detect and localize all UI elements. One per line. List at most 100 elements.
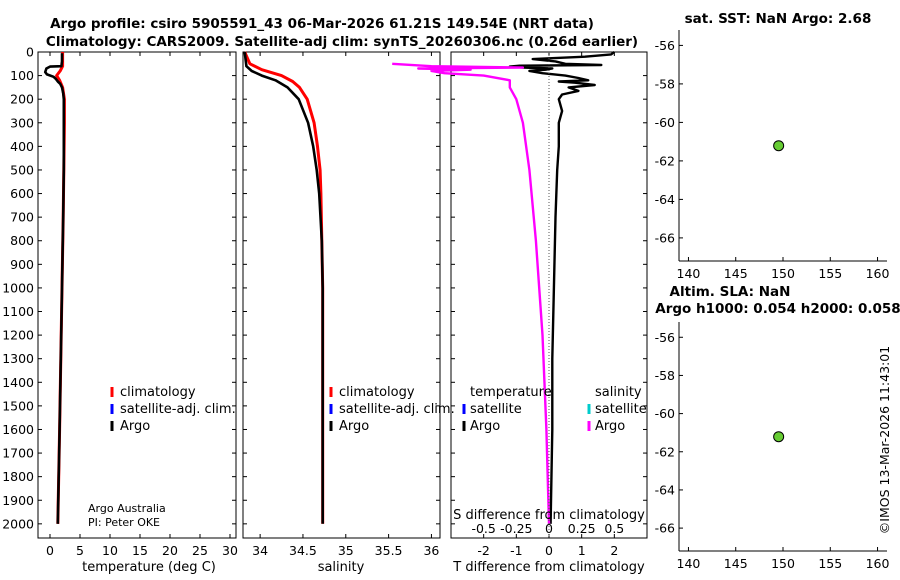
legend-label: Argo [120, 419, 150, 434]
temperature-xtick-label: 15 [132, 543, 148, 558]
sla-ytick-label: -62 [655, 444, 675, 459]
legend-label: Argo [339, 419, 369, 434]
salinity-xtick-label: 35.5 [375, 543, 403, 558]
depth-tick-label: 1600 [2, 422, 34, 437]
difference-xtick-label: -1 [510, 543, 522, 558]
sla-xtick-label: 140 [677, 556, 701, 571]
temperature-xtick-label: 25 [192, 543, 208, 558]
sla-ytick-label: -66 [655, 521, 675, 536]
sst-ytick-label: -62 [655, 153, 675, 168]
depth-tick-label: 1400 [2, 375, 34, 390]
depth-tick-label: 400 [10, 139, 34, 154]
credit-org: Argo Australia [88, 502, 166, 515]
sst-argo-location-marker [773, 140, 785, 152]
legend-label: Argo [470, 419, 500, 434]
difference-xtick-label: 0 [545, 543, 553, 558]
difference-panel: -2 -1 0 1 2 -0.5 -0.25 0 0.25 0.5 [392, 51, 648, 558]
sla-map-panel: 140 145 150 155 160 -56 -58 -60 -62 -64 -66 [655, 322, 890, 571]
depth-tick-label: 2000 [2, 516, 34, 531]
sst-xtick-label: 145 [724, 266, 748, 281]
salinity-xtick-label: 35 [338, 543, 354, 558]
depth-tick-label: 100 [10, 68, 34, 83]
sla-xtick-label: 155 [818, 556, 842, 571]
depth-tick-label: 700 [10, 210, 34, 225]
legend-label: satellite-adj. clim. [120, 402, 236, 417]
depth-tick-label: 1800 [2, 469, 34, 484]
sla-ytick-label: -56 [655, 330, 675, 345]
legend-label: satellite-adj. clim. [339, 402, 455, 417]
sst-map-panel: 140 145 150 155 160 -56 -58 -60 -62 -64 -66 [655, 30, 890, 281]
depth-tick-label: 1300 [2, 351, 34, 366]
sla-xtick-label: 145 [724, 556, 748, 571]
difference-legend: temperature salinity satellite Argo satellit… [462, 385, 647, 434]
temperature-xtick-label: 0 [46, 543, 54, 558]
temperature-legend: climatology satellite-adj. clim. Argo [110, 385, 236, 434]
sst-xtick-label: 155 [818, 266, 842, 281]
sla-subtitle: Argo h1000: 0.054 h2000: 0.058 [655, 301, 900, 317]
s-diff-tick-label: 0.25 [568, 521, 596, 536]
difference-xtick-label: 1 [578, 543, 586, 558]
sla-argo-location-marker [773, 431, 785, 443]
difference-xtick-label: -2 [477, 543, 489, 558]
s-diff-tick-label: -0.25 [500, 521, 532, 536]
s-diff-xlabel: S difference from climatology [453, 508, 645, 523]
t-diff-xlabel: T difference from climatology [452, 560, 645, 575]
sla-ytick-label: -58 [655, 368, 675, 383]
depth-tick-label: 1700 [2, 446, 34, 461]
sst-ytick-label: -56 [655, 38, 675, 53]
legend-label: climatology [339, 385, 415, 400]
salinity-series-argo [243, 51, 325, 524]
sst-ytick-label: -60 [655, 115, 675, 130]
salinity-panel: 34 34.5 35 35.5 36 [242, 51, 441, 558]
depth-tick-label: 1100 [2, 304, 34, 319]
legend-label: satellite [595, 402, 647, 417]
figure-title-line-2: Climatology: CARS2009. Satellite-adj cli… [46, 34, 638, 50]
sla-ytick-label: -64 [655, 482, 675, 497]
salinity-axes-box [242, 51, 441, 539]
legend-heading-salinity: salinity [595, 385, 642, 400]
depth-tick-label: 900 [10, 257, 34, 272]
sst-title: sat. SST: NaN Argo: 2.68 [685, 11, 872, 27]
temperature-xlabel: temperature (deg C) [82, 560, 216, 575]
figure-title-line-1: Argo profile: csiro 5905591_43 06-Mar-20… [50, 16, 594, 32]
imos-watermark: ©IMOS 13-Mar-2026 11:43:01 [877, 346, 892, 534]
depth-tick-label: 500 [10, 162, 34, 177]
legend-label: satellite [470, 402, 522, 417]
credit-pi: PI: Peter OKE [88, 516, 160, 529]
sla-xtick-label: 150 [771, 556, 795, 571]
temperature-series-argo [43, 53, 66, 524]
depth-tick-label: 600 [10, 186, 34, 201]
temperature-xtick-label: 5 [76, 543, 84, 558]
depth-tick-label: 0 [26, 45, 34, 60]
s-diff-tick-label: -0.5 [471, 521, 495, 536]
sla-ytick-label: -60 [655, 406, 675, 421]
difference-series-t-argo-clim [508, 51, 616, 524]
legend-label: Argo [595, 419, 625, 434]
sst-ytick-label: -64 [655, 192, 675, 207]
depth-tick-label: 1000 [2, 280, 34, 295]
sst-xtick-label: 150 [771, 266, 795, 281]
temperature-panel: 0 5 10 15 20 25 300100200300400500600700800900… [2, 45, 238, 559]
sst-xtick-label: 140 [677, 266, 701, 281]
temperature-xtick-label: 30 [222, 543, 238, 558]
temperature-axes-box [37, 51, 237, 539]
depth-tick-label: 300 [10, 115, 34, 130]
legend-heading-temperature: temperature [470, 385, 552, 400]
sst-ytick-label: -66 [655, 230, 675, 245]
salinity-legend: climatology satellite-adj. clim. Argo [329, 385, 455, 434]
legend-label: climatology [120, 385, 196, 400]
salinity-xtick-label: 36 [423, 543, 439, 558]
depth-tick-label: 1500 [2, 398, 34, 413]
salinity-xtick-label: 34.5 [289, 543, 317, 558]
temperature-xtick-label: 20 [162, 543, 178, 558]
sst-xtick-label: 160 [866, 266, 890, 281]
salinity-xlabel: salinity [318, 560, 365, 575]
s-diff-tick-label: 0.5 [604, 521, 624, 536]
sla-title: Altim. SLA: NaN [670, 284, 791, 300]
depth-tick-label: 200 [10, 92, 34, 107]
temperature-xtick-label: 10 [102, 543, 118, 558]
sst-ytick-label: -58 [655, 76, 675, 91]
difference-series-s-argo-clim [392, 62, 551, 524]
salinity-xtick-label: 34 [252, 543, 268, 558]
